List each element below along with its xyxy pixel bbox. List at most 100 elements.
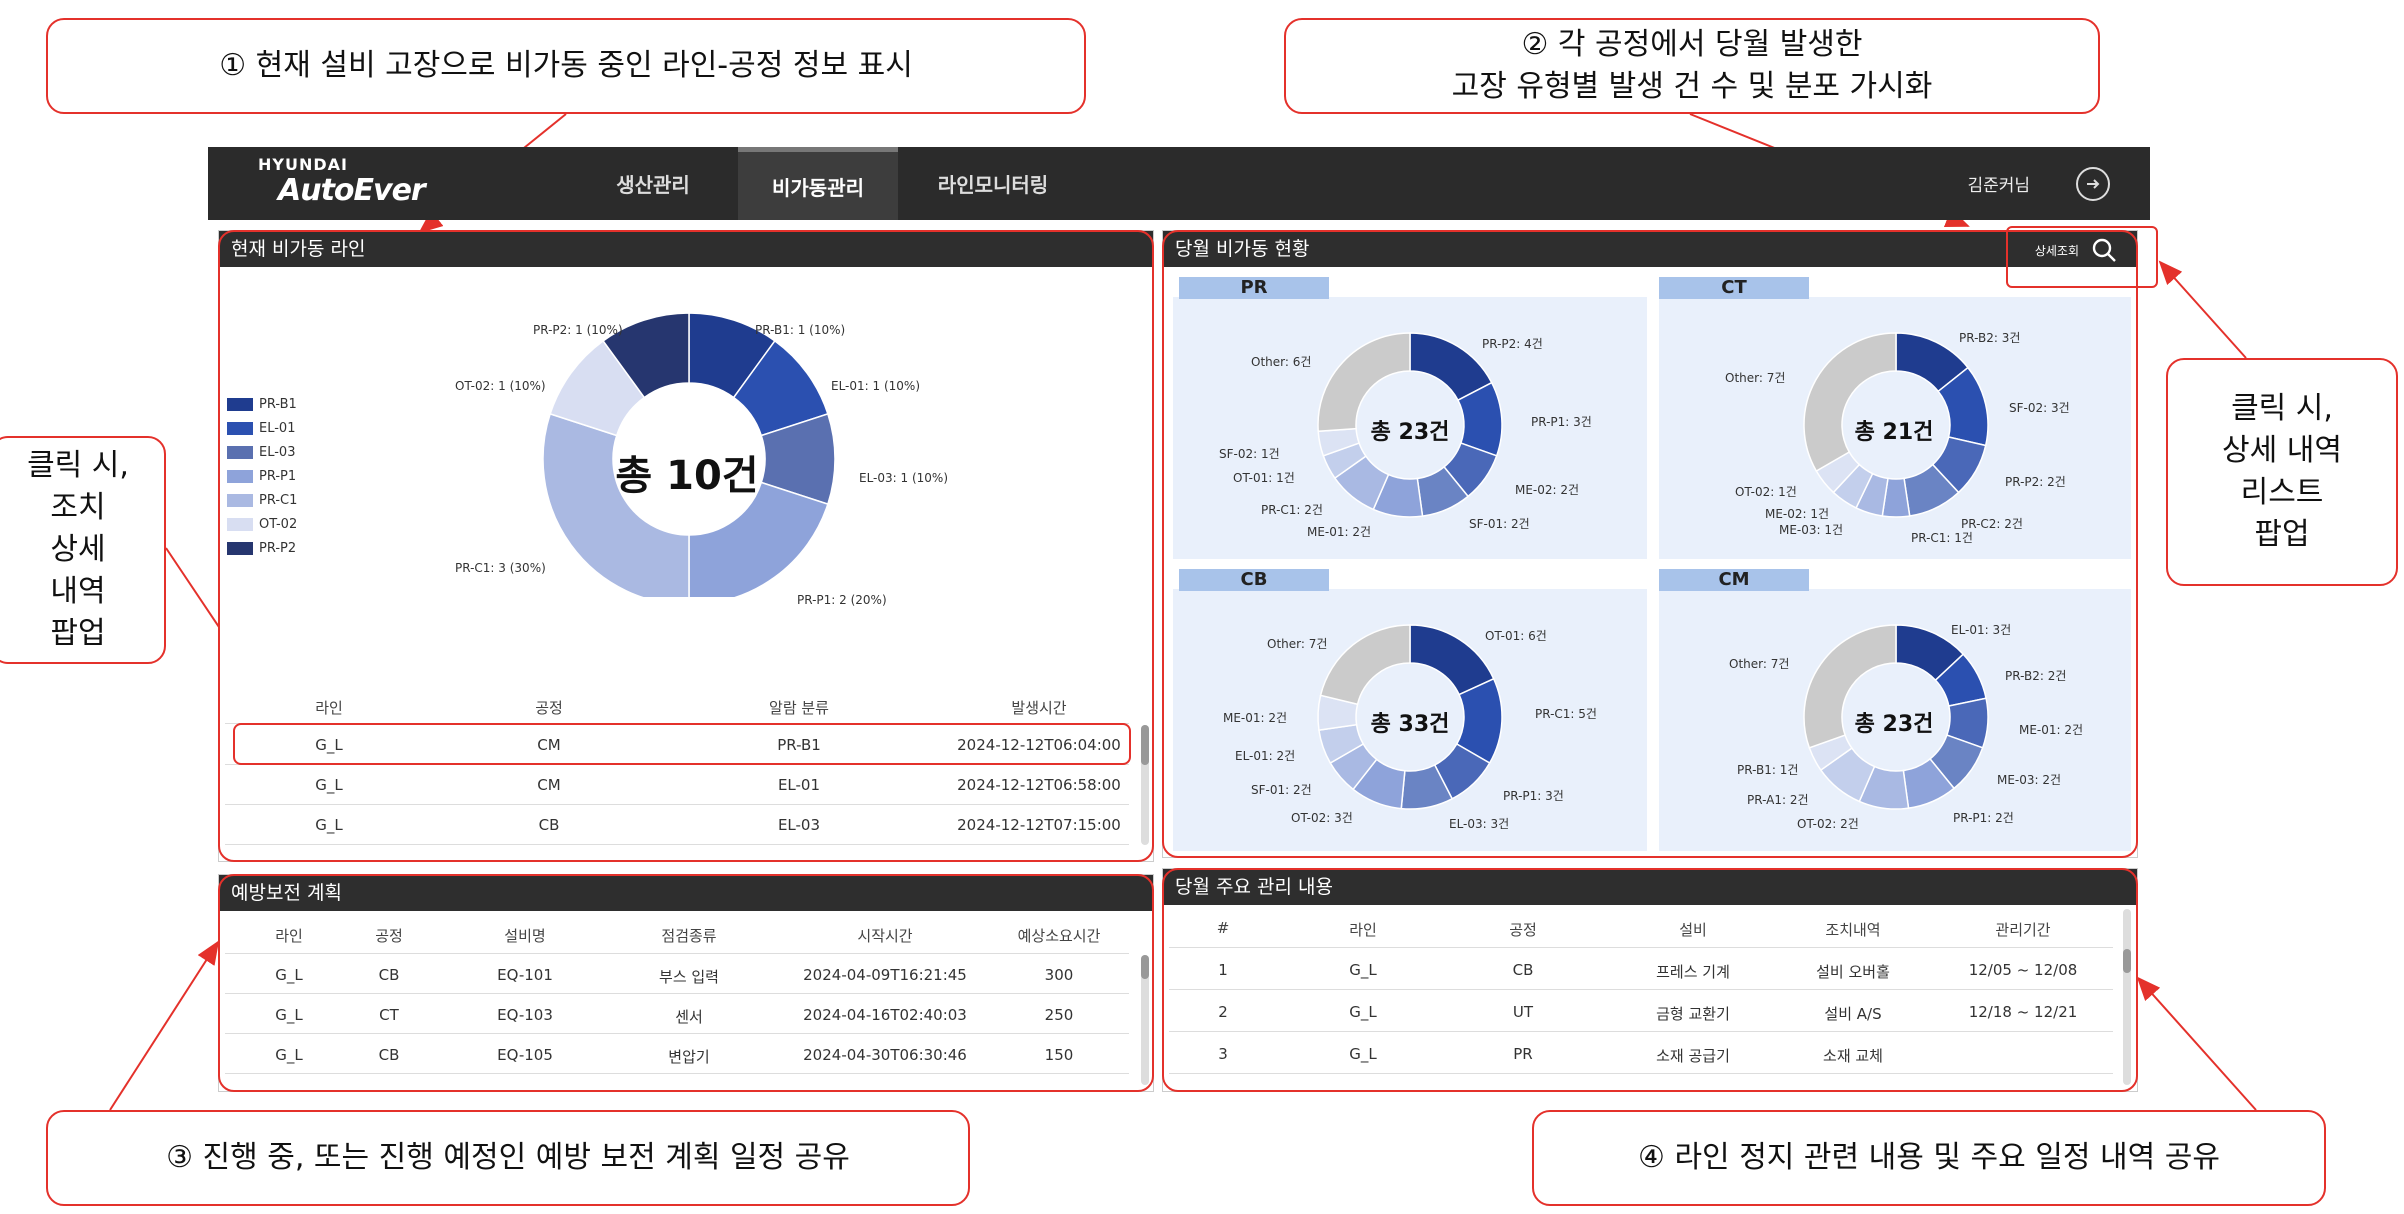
slice-label: EL-01: 1 (10%) <box>831 379 920 393</box>
cell-line: G_L <box>315 736 343 754</box>
table-row[interactable]: G_L CB EQ-101 부스 입력 2024-04-09T16:21:45 … <box>219 955 1129 993</box>
cell: 프레스 기계 <box>1656 963 1730 981</box>
cm-slice-label: ME-03: 2건 <box>1997 773 2062 787</box>
cell-alarm: EL-01 <box>777 776 821 794</box>
detail-search-label: 상세조회 <box>2034 243 2079 258</box>
donut-slice-other[interactable] <box>1803 624 1897 749</box>
cell-time: 2024-12-12T07:15:00 <box>957 816 1121 834</box>
slice-label: PR-P2: 1 (10%) <box>533 323 623 337</box>
cb-slice-label: ME-01: 2건 <box>1223 711 1288 725</box>
cell: 설비 A/S <box>1824 1005 1882 1023</box>
tab-production[interactable]: 생산관리 <box>616 173 690 197</box>
cb-slice-label: OT-02: 3건 <box>1291 811 1353 825</box>
cell: 300 <box>1044 966 1074 984</box>
logout-icon[interactable] <box>2076 167 2110 201</box>
ct-slice-label: PR-C2: 2건 <box>1961 517 2023 531</box>
cell: EQ-103 <box>497 1006 553 1024</box>
cell-time: 2024-12-12T06:04:00 <box>957 736 1121 754</box>
current-donut-chart <box>542 312 836 597</box>
pr-slice-label: ME-01: 2건 <box>1307 525 1372 539</box>
preventive-scrollbar[interactable] <box>1141 955 1149 1085</box>
cb-total-label: 총 33건 <box>1370 712 1450 737</box>
table-row[interactable]: G_L CT EQ-103 센서 2024-04-16T02:40:03 250 <box>219 995 1129 1033</box>
cell: 250 <box>1044 1006 1074 1024</box>
cm-slice-label: PR-A1: 2건 <box>1747 793 1809 807</box>
pr-donut-chart <box>1317 332 1503 518</box>
current-downtime-panel: 현재 비가동 라인 PR-B1 EL-01 EL-03 PR-P1 PR-C1 … <box>218 230 1154 862</box>
col-header-time: 발생시간 <box>1011 699 1067 717</box>
table-scrollbar[interactable] <box>1141 725 1149 845</box>
slice-label: PR-B1: 1 (10%) <box>755 323 846 337</box>
management-panel: 당월 주요 관리 내용 # 라인 공정 설비 조치내역 관리기간 1 G_L C… <box>1162 868 2138 1092</box>
cb-donut-chart <box>1317 624 1503 810</box>
donut-slice-pr-p1[interactable] <box>688 481 829 597</box>
cell: CB <box>378 966 400 984</box>
cell-line: G_L <box>315 816 343 834</box>
table-row[interactable]: G_L CB EQ-105 변압기 2024-04-30T06:30:46 15… <box>219 1035 1129 1073</box>
cell: 설비 오버홀 <box>1816 963 1890 981</box>
table-row[interactable]: 3 G_L PR 소재 공급기 소재 교체 <box>1163 1033 2113 1073</box>
callout-detail-click: 클릭 시, 상세 내역 리스트 팝업 <box>2166 358 2398 586</box>
cell: 2024-04-30T06:30:46 <box>803 1046 967 1064</box>
cell: UT <box>1512 1003 1534 1021</box>
cb-slice-label: PR-P1: 3건 <box>1503 789 1564 803</box>
donut-slice-other[interactable] <box>1803 332 1897 473</box>
row-divider <box>225 1033 1129 1034</box>
col-header: 공정 <box>375 927 403 945</box>
donut-slice-other[interactable] <box>1319 624 1411 706</box>
table-row[interactable]: G_L CM EL-01 2024-12-12T06:58:00 <box>225 765 1129 803</box>
col-header-line: 라인 <box>315 699 343 717</box>
user-name: 김준커님 <box>1967 176 2030 196</box>
col-header: 조치내역 <box>1825 921 1881 939</box>
row-divider <box>1169 1073 2113 1074</box>
cell: PR <box>1513 1045 1533 1063</box>
callout-management: ④ 라인 정지 관련 내용 및 주요 일정 내역 공유 <box>1532 1110 2326 1206</box>
cb-slice-label: Other: 7건 <box>1267 637 1328 651</box>
top-nav-bar: HYUNDAI AutoEver 생산관리 비가동관리 라인모니터링 김준커님 <box>208 147 2150 220</box>
cell: EQ-101 <box>497 966 553 984</box>
ct-slice-label: OT-02: 1건 <box>1735 485 1797 499</box>
pr-total-label: 총 23건 <box>1370 420 1450 445</box>
cell: 12/05 ~ 12/08 <box>1968 961 2078 979</box>
legend-item: EL-03 <box>227 445 295 460</box>
cm-slice-label: EL-01: 3건 <box>1951 623 2012 637</box>
tab-downtime[interactable]: 비가동관리 <box>738 147 898 220</box>
logo-autoever: AutoEver <box>278 173 426 208</box>
col-header: 예상소요시간 <box>1017 927 1101 945</box>
cm-total-label: 총 23건 <box>1854 712 1934 737</box>
cell: 12/18 ~ 12/21 <box>1968 1003 2078 1021</box>
cell-line: G_L <box>315 776 343 794</box>
cell-alarm: EL-03 <box>777 816 821 834</box>
table-row[interactable]: G_L CB EL-03 2024-12-12T07:15:00 <box>225 805 1129 843</box>
monthly-downtime-title: 당월 비가동 현황 <box>1163 231 2137 267</box>
cell-alarm: PR-B1 <box>777 736 821 754</box>
table-row[interactable]: 2 G_L UT 금형 교환기 설비 A/S 12/18 ~ 12/21 <box>1163 991 2113 1031</box>
cell-time: 2024-12-12T06:58:00 <box>957 776 1121 794</box>
table-row[interactable]: G_L CM PR-B1 2024-12-12T06:04:00 <box>225 725 1129 763</box>
col-header-alarm: 알람 분류 <box>769 699 829 717</box>
legend-item: PR-P1 <box>227 469 296 484</box>
management-scrollbar[interactable] <box>2123 909 2131 1085</box>
slice-label: OT-02: 1 (10%) <box>455 379 546 393</box>
cb-slice-label: EL-03: 3건 <box>1449 817 1510 831</box>
cell: 1 <box>1218 961 1228 979</box>
pr-slice-label: ME-02: 2건 <box>1515 483 1580 497</box>
proc-tag-ct: CT <box>1659 277 1809 299</box>
donut-slice-other[interactable] <box>1317 332 1411 433</box>
cb-slice-label: PR-C1: 5건 <box>1535 707 1597 721</box>
cell: G_L <box>1349 1045 1377 1063</box>
cm-slice-label: ME-01: 2건 <box>2019 723 2084 737</box>
table-scroll-thumb[interactable] <box>1141 725 1149 765</box>
table-row[interactable]: 1 G_L CB 프레스 기계 설비 오버홀 12/05 ~ 12/08 <box>1163 949 2113 989</box>
donut-slice-pr-p2[interactable] <box>602 312 690 399</box>
detail-search-button[interactable]: 상세조회 <box>2035 237 2117 263</box>
tab-line-monitoring[interactable]: 라인모니터링 <box>937 173 1049 197</box>
preventive-scroll-thumb[interactable] <box>1141 955 1149 979</box>
management-scroll-thumb[interactable] <box>2123 949 2131 973</box>
cell: 금형 교환기 <box>1656 1005 1730 1023</box>
donut-slice-pr-c1[interactable] <box>542 412 690 597</box>
col-header-process: 공정 <box>535 699 563 717</box>
cm-slice-label: OT-02: 2건 <box>1797 817 1859 831</box>
cell-process: CB <box>538 816 560 834</box>
pr-slice-label: OT-01: 1건 <box>1233 471 1295 485</box>
